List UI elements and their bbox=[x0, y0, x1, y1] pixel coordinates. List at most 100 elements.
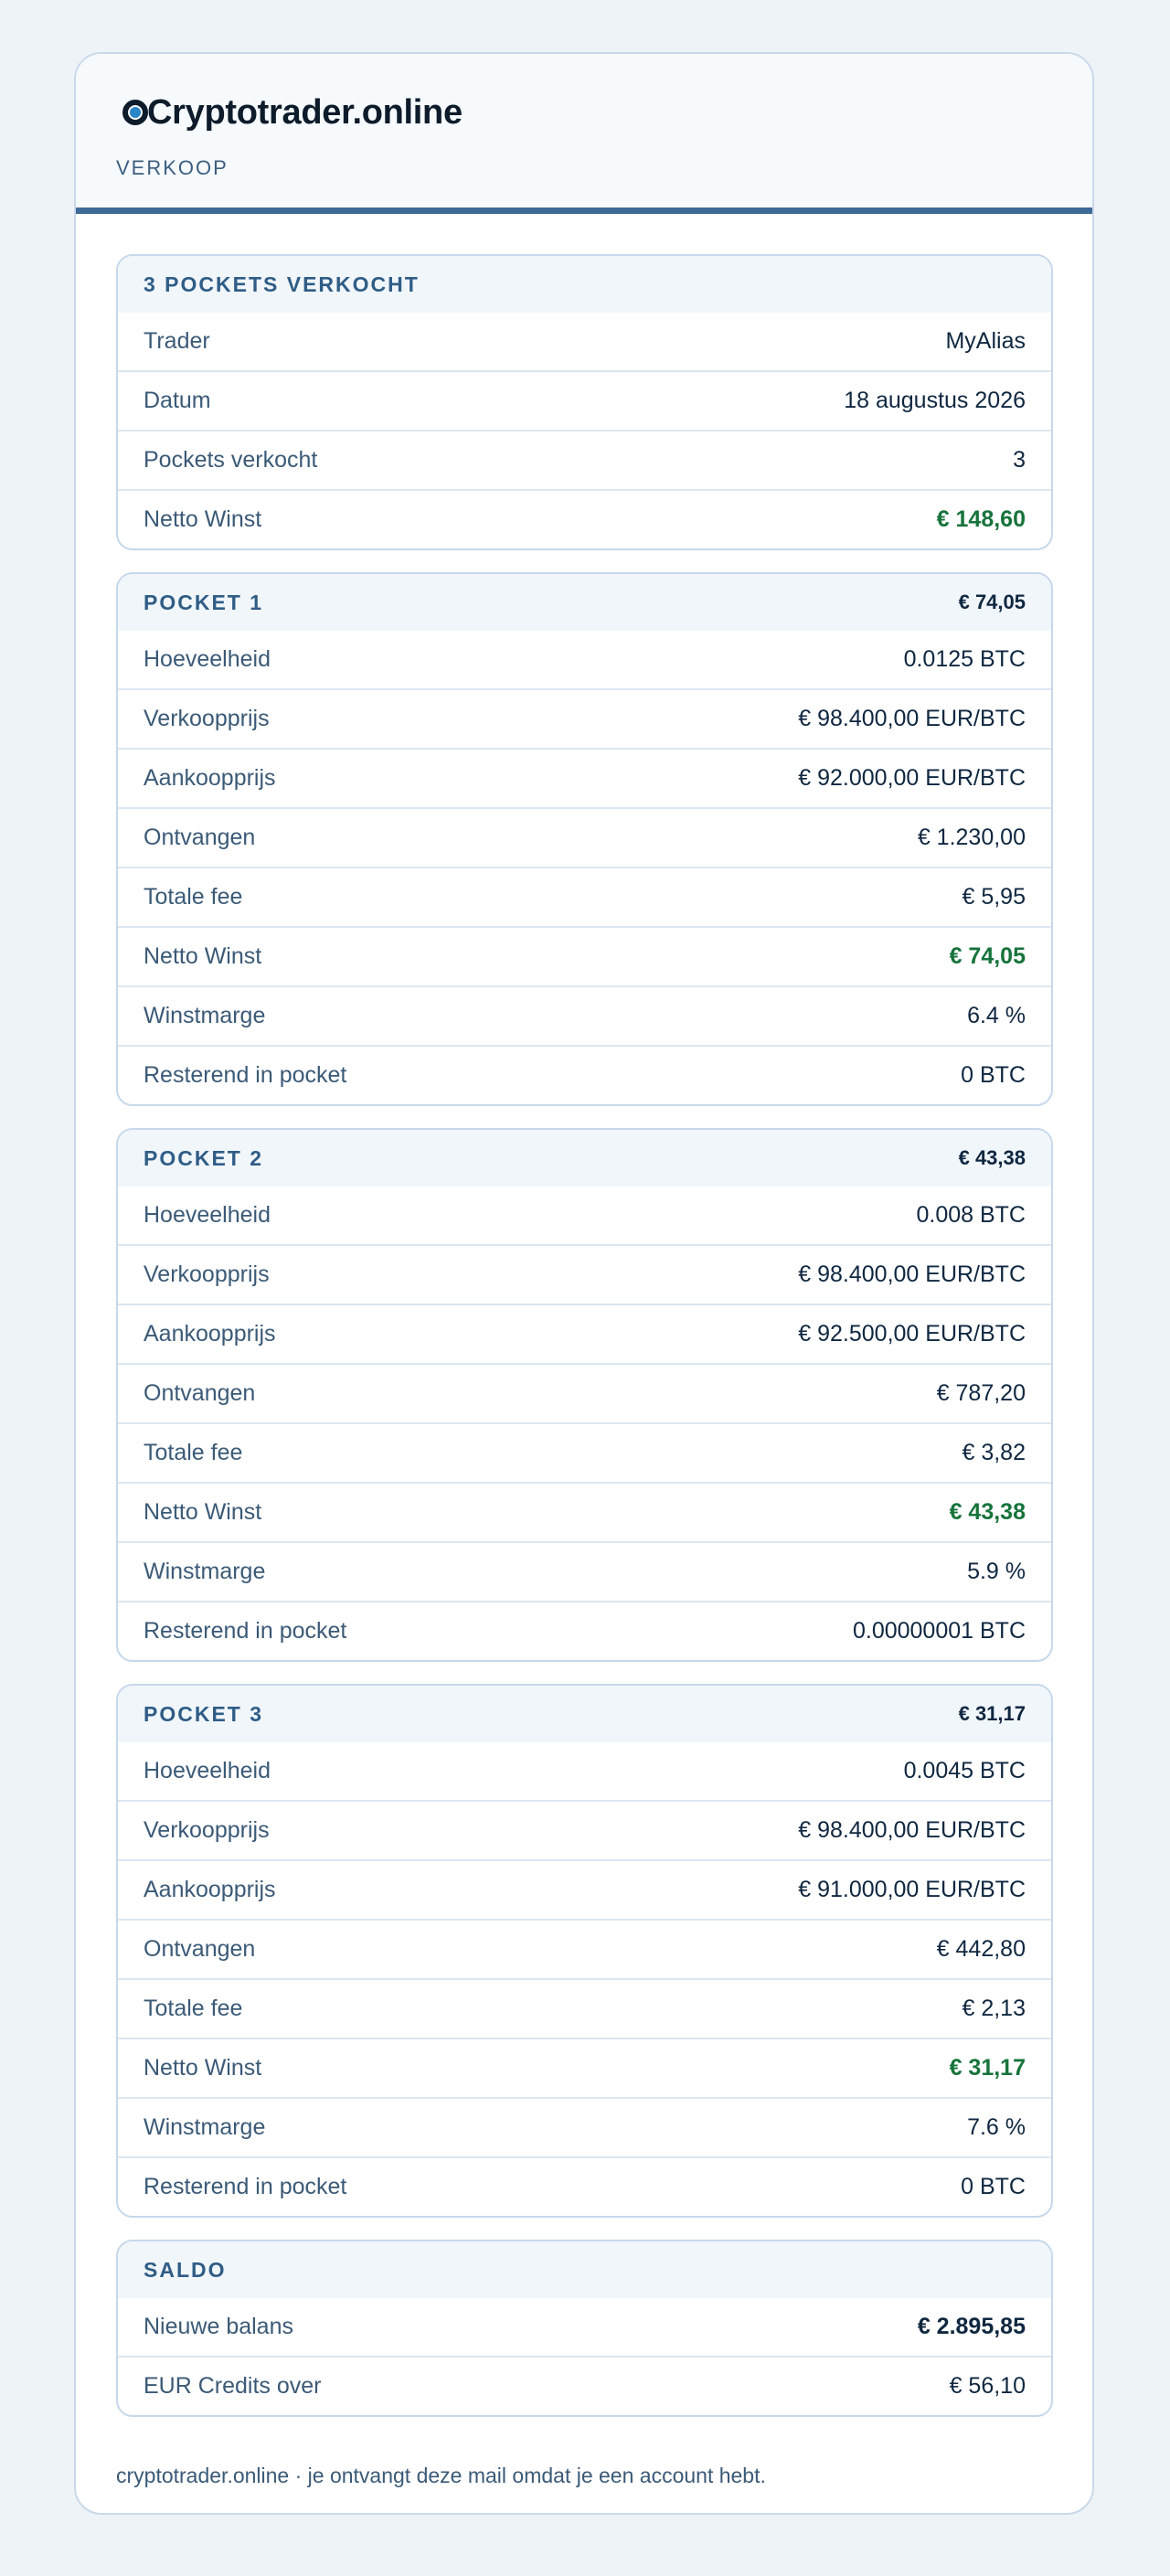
row-label: Totale fee bbox=[144, 884, 243, 910]
brand: Cryptotrader.online bbox=[122, 90, 463, 134]
summary-title: 3 POCKETS VERKOCHT bbox=[144, 271, 420, 296]
net-profit-value: € 31,17 bbox=[949, 2055, 1026, 2081]
net-profit-value: € 148,60 bbox=[936, 506, 1026, 532]
row-label: Hoeveelheid bbox=[144, 1202, 271, 1228]
row-label: Netto Winst bbox=[144, 506, 262, 532]
pocket-row-buy-price: Aankoopprijs € 91.000,00 EUR/BTC bbox=[118, 1859, 1051, 1919]
new-balance-value: € 2.895,85 bbox=[917, 2314, 1026, 2339]
pocket-row-quantity: Hoeveelheid 0.0125 BTC bbox=[118, 631, 1051, 688]
summary-row-pockets-sold: Pockets verkocht 3 bbox=[118, 430, 1051, 489]
email-header: Cryptotrader.online VERKOOP bbox=[76, 54, 1092, 214]
row-value: € 787,20 bbox=[936, 1380, 1026, 1406]
pocket-row-received: Ontvangen € 1.230,00 bbox=[118, 807, 1051, 867]
row-value: 3 bbox=[1013, 447, 1026, 473]
pocket-row-net-profit: Netto Winst € 43,38 bbox=[118, 1482, 1051, 1541]
summary-card-header: 3 POCKETS VERKOCHT bbox=[118, 256, 1051, 313]
saldo-title: SALDO bbox=[144, 2257, 227, 2282]
row-label: Nieuwe balans bbox=[144, 2314, 293, 2339]
summary-row-date: Datum 18 augustus 2026 bbox=[118, 370, 1051, 430]
pocket-total: € 74,05 bbox=[958, 591, 1026, 613]
row-label: Winstmarge bbox=[144, 1003, 266, 1028]
row-value: 0.0125 BTC bbox=[903, 646, 1026, 672]
pocket-card-header: POCKET 3 € 31,17 bbox=[118, 1686, 1051, 1742]
row-value: 0.0045 BTC bbox=[903, 1758, 1026, 1783]
row-label: Resterend in pocket bbox=[144, 1062, 347, 1088]
row-value: € 1.230,00 bbox=[917, 825, 1026, 850]
row-value: 7.6 % bbox=[967, 2114, 1026, 2140]
row-label: Netto Winst bbox=[144, 1499, 262, 1525]
row-label: Ontvangen bbox=[144, 825, 256, 850]
pocket-row-quantity: Hoeveelheid 0.008 BTC bbox=[118, 1187, 1051, 1244]
pocket-row-net-profit: Netto Winst € 31,17 bbox=[118, 2038, 1051, 2097]
row-label: Verkoopprijs bbox=[144, 1261, 270, 1287]
pocket-card-2: POCKET 2 € 43,38 Hoeveelheid 0.008 BTC Ve… bbox=[116, 1128, 1053, 1662]
row-label: Aankoopprijs bbox=[144, 1321, 276, 1347]
saldo-row-new-balance: Nieuwe balans € 2.895,85 bbox=[118, 2298, 1051, 2356]
row-value: 5.9 % bbox=[967, 1559, 1026, 1584]
pocket-row-margin: Winstmarge 5.9 % bbox=[118, 1541, 1051, 1601]
email-subtitle: VERKOOP bbox=[116, 156, 229, 179]
summary-row-net-profit: Netto Winst € 148,60 bbox=[118, 489, 1051, 548]
pocket-title: POCKET 3 bbox=[144, 1701, 264, 1726]
row-value: € 2,13 bbox=[962, 1996, 1026, 2021]
row-label: Ontvangen bbox=[144, 1936, 256, 1962]
email-container: Cryptotrader.online VERKOOP 3 POCKETS VE… bbox=[74, 52, 1094, 2515]
pocket-row-total-fee: Totale fee € 2,13 bbox=[118, 1978, 1051, 2038]
row-label: Totale fee bbox=[144, 1440, 243, 1465]
row-label: Verkoopprijs bbox=[144, 1817, 270, 1843]
pocket-title: POCKET 2 bbox=[144, 1145, 264, 1170]
ring-logo-icon bbox=[122, 99, 149, 126]
row-label: Aankoopprijs bbox=[144, 1877, 276, 1902]
row-label: Winstmarge bbox=[144, 1559, 266, 1584]
pocket-total: € 31,17 bbox=[958, 1702, 1026, 1725]
saldo-card: SALDO Nieuwe balans € 2.895,85 EUR Credi… bbox=[116, 2240, 1053, 2417]
email-footer: cryptotrader.online · je ontvangt deze m… bbox=[116, 2464, 766, 2487]
pocket-row-remaining: Resterend in pocket 0 BTC bbox=[118, 1045, 1051, 1104]
summary-row-trader: Trader MyAlias bbox=[118, 313, 1051, 370]
pocket-row-sell-price: Verkoopprijs € 98.400,00 EUR/BTC bbox=[118, 688, 1051, 748]
row-value: 0 BTC bbox=[961, 2174, 1026, 2199]
pocket-row-net-profit: Netto Winst € 74,05 bbox=[118, 926, 1051, 985]
net-profit-value: € 74,05 bbox=[949, 943, 1026, 969]
pocket-row-remaining: Resterend in pocket 0.00000001 BTC bbox=[118, 1601, 1051, 1660]
row-label: Netto Winst bbox=[144, 2055, 262, 2081]
pocket-row-sell-price: Verkoopprijs € 98.400,00 EUR/BTC bbox=[118, 1800, 1051, 1859]
row-label: Resterend in pocket bbox=[144, 1618, 347, 1644]
pocket-card-header: POCKET 2 € 43,38 bbox=[118, 1130, 1051, 1187]
saldo-card-header: SALDO bbox=[118, 2241, 1051, 2298]
pocket-row-received: Ontvangen € 442,80 bbox=[118, 1919, 1051, 1978]
pocket-row-buy-price: Aankoopprijs € 92.500,00 EUR/BTC bbox=[118, 1304, 1051, 1363]
row-label: Ontvangen bbox=[144, 1380, 256, 1406]
row-label: Resterend in pocket bbox=[144, 2174, 347, 2199]
row-value: MyAlias bbox=[945, 328, 1026, 354]
row-value: € 92.000,00 EUR/BTC bbox=[798, 765, 1026, 791]
row-label: Verkoopprijs bbox=[144, 706, 270, 731]
email-content: 3 POCKETS VERKOCHT Trader MyAlias Datum … bbox=[76, 214, 1092, 2488]
pocket-card-1: POCKET 1 € 74,05 Hoeveelheid 0.0125 BTC V… bbox=[116, 572, 1053, 1106]
brand-name: Cryptotrader.online bbox=[147, 93, 463, 132]
pocket-row-margin: Winstmarge 7.6 % bbox=[118, 2097, 1051, 2156]
pocket-title: POCKET 1 bbox=[144, 590, 264, 614]
row-label: Hoeveelheid bbox=[144, 646, 271, 672]
pocket-row-sell-price: Verkoopprijs € 98.400,00 EUR/BTC bbox=[118, 1244, 1051, 1304]
row-label: EUR Credits over bbox=[144, 2373, 322, 2399]
pocket-row-total-fee: Totale fee € 3,82 bbox=[118, 1422, 1051, 1482]
row-label: Trader bbox=[144, 328, 210, 354]
pocket-row-received: Ontvangen € 787,20 bbox=[118, 1363, 1051, 1422]
row-label: Winstmarge bbox=[144, 2114, 266, 2140]
row-value: 0.00000001 BTC bbox=[852, 1618, 1026, 1644]
row-value: € 91.000,00 EUR/BTC bbox=[798, 1877, 1026, 1902]
pocket-row-buy-price: Aankoopprijs € 92.000,00 EUR/BTC bbox=[118, 748, 1051, 807]
row-value: 0.008 BTC bbox=[916, 1202, 1026, 1228]
row-label: Netto Winst bbox=[144, 943, 262, 969]
summary-card: 3 POCKETS VERKOCHT Trader MyAlias Datum … bbox=[116, 254, 1053, 550]
pocket-row-margin: Winstmarge 6.4 % bbox=[118, 985, 1051, 1045]
row-value: € 56,10 bbox=[949, 2373, 1026, 2399]
row-label: Datum bbox=[144, 388, 211, 413]
row-value: € 92.500,00 EUR/BTC bbox=[798, 1321, 1026, 1347]
row-value: € 98.400,00 EUR/BTC bbox=[798, 706, 1026, 731]
row-value: € 98.400,00 EUR/BTC bbox=[798, 1817, 1026, 1843]
row-label: Hoeveelheid bbox=[144, 1758, 271, 1783]
row-label: Totale fee bbox=[144, 1996, 243, 2021]
net-profit-value: € 43,38 bbox=[949, 1499, 1026, 1525]
